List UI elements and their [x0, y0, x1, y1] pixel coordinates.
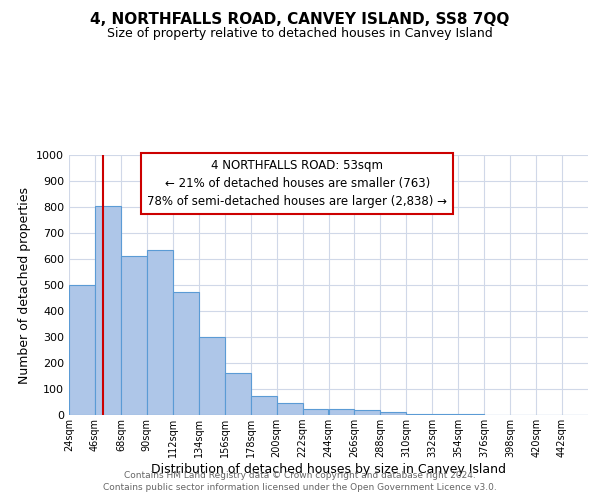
Text: Contains public sector information licensed under the Open Government Licence v3: Contains public sector information licen…	[103, 484, 497, 492]
Bar	[224, 374, 251, 415]
Bar	[69, 285, 95, 415]
Bar	[199, 337, 224, 415]
Bar	[121, 256, 147, 415]
Bar	[251, 396, 277, 415]
Bar	[355, 410, 380, 415]
Bar	[458, 414, 484, 415]
Text: 4, NORTHFALLS ROAD, CANVEY ISLAND, SS8 7QQ: 4, NORTHFALLS ROAD, CANVEY ISLAND, SS8 7…	[91, 12, 509, 28]
Bar	[432, 414, 458, 415]
Y-axis label: Number of detached properties: Number of detached properties	[17, 186, 31, 384]
X-axis label: Distribution of detached houses by size in Canvey Island: Distribution of detached houses by size …	[151, 463, 506, 476]
Text: Contains HM Land Registry data © Crown copyright and database right 2024.: Contains HM Land Registry data © Crown c…	[124, 471, 476, 480]
Text: 4 NORTHFALLS ROAD: 53sqm
← 21% of detached houses are smaller (763)
78% of semi-: 4 NORTHFALLS ROAD: 53sqm ← 21% of detach…	[148, 159, 448, 208]
Bar	[406, 414, 432, 415]
Bar	[173, 292, 199, 415]
Bar	[329, 410, 355, 415]
Text: Size of property relative to detached houses in Canvey Island: Size of property relative to detached ho…	[107, 28, 493, 40]
Bar	[380, 412, 406, 415]
Bar	[95, 206, 121, 415]
Bar	[302, 408, 329, 415]
Bar	[147, 250, 173, 415]
Bar	[277, 404, 302, 415]
